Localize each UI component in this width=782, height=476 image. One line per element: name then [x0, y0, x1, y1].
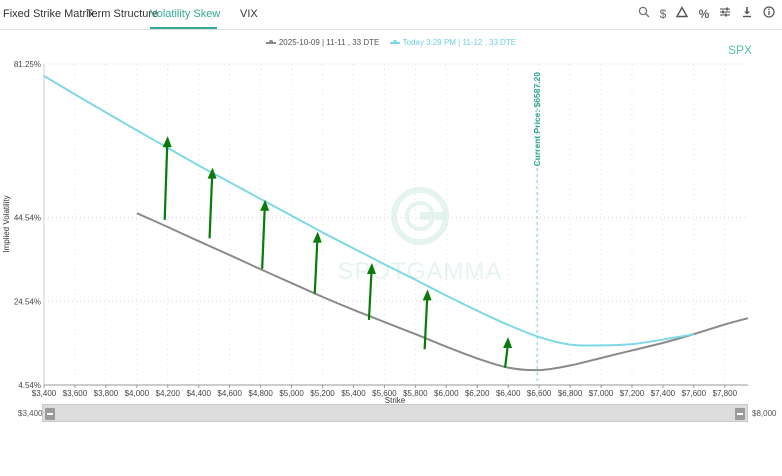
x-tick-label: $6,000 — [434, 389, 459, 398]
y-tick-label: 24.54% — [14, 297, 41, 306]
ticker-label: SPX — [727, 43, 752, 57]
x-tick-label: $4,800 — [248, 389, 273, 398]
x-tick-label: $7,200 — [620, 389, 645, 398]
x-tick-label: $7,400 — [651, 389, 676, 398]
y-axis-title: Implied Volatility — [2, 195, 11, 252]
tab-fixed-strike-matrix[interactable]: Fixed Strike Matrix — [3, 8, 95, 20]
tab-term-structure[interactable]: Term Structure — [86, 8, 159, 20]
legend-swatch-today — [389, 40, 400, 45]
search-icon[interactable] — [636, 6, 652, 22]
x-tick-label: $3,400 — [32, 389, 57, 398]
x-tick-label: $4,400 — [186, 389, 211, 398]
y-tick-label: 44.54% — [14, 214, 41, 223]
volatility-skew-chart: SPOTGAMMA 4.54% 24.54% 44.54% 81.25% $3,400 $… — [2, 60, 749, 404]
shift-arrow — [312, 231, 322, 294]
series-line-prior — [136, 212, 749, 372]
chart-legend: 2025-10-09 | 11-11 , 33 DTE Today 3:29 P… — [0, 38, 782, 47]
x-tick-label: $7,000 — [589, 389, 614, 398]
x-tick-label: $6,400 — [496, 389, 521, 398]
x-tick-label: $5,400 — [341, 389, 366, 398]
x-tick-label: $6,800 — [558, 389, 583, 398]
y-tick-label: 4.54% — [18, 381, 41, 390]
legend-item-today[interactable]: Today 3:29 PM | 11-12 , 33 DTE — [389, 38, 517, 47]
x-tick-label: $5,600 — [372, 389, 397, 398]
x-tick-label: $4,000 — [125, 389, 150, 398]
x-tick-label: $5,800 — [403, 389, 428, 398]
svg-text:SPOTGAMMA: SPOTGAMMA — [337, 258, 502, 285]
strike-range-slider[interactable] — [42, 404, 748, 422]
x-tick-label: $7,600 — [682, 389, 707, 398]
legend-label-today: Today 3:29 PM | 11-12 , 33 DTE — [402, 38, 517, 47]
range-max-label: $8,000 — [752, 409, 777, 418]
shift-arrow — [366, 262, 376, 320]
x-tick-label: $6,600 — [527, 389, 552, 398]
y-tick-label: 81.25% — [14, 60, 41, 69]
x-axis-title: Strike — [385, 396, 406, 404]
x-tick-label: $5,000 — [279, 389, 304, 398]
x-tick-label: $4,600 — [217, 389, 242, 398]
shift-arrow — [422, 289, 432, 350]
x-tick-label: $6,200 — [465, 389, 490, 398]
series-line-today — [43, 75, 695, 347]
percent-icon[interactable]: % — [698, 7, 710, 21]
download-icon[interactable] — [739, 6, 755, 22]
x-tick-label: $7,800 — [713, 389, 738, 398]
range-handle-left[interactable] — [45, 408, 55, 420]
current-price-label: Current Price: $6587.20 — [532, 72, 542, 167]
sliders-icon[interactable] — [717, 6, 733, 22]
x-tick-label: $3,800 — [94, 389, 119, 398]
shift-arrow — [503, 337, 513, 368]
legend-item-prior[interactable]: 2025-10-09 | 11-11 , 33 DTE — [265, 38, 380, 47]
legend-label-prior: 2025-10-09 | 11-11 , 33 DTE — [278, 38, 380, 47]
tab-bar: Fixed Strike Matrix Term Structure Volat… — [0, 0, 782, 30]
shift-arrow — [207, 167, 217, 239]
x-tick-label: $5,200 — [310, 389, 335, 398]
triangle-icon[interactable] — [674, 6, 690, 22]
shift-arrow — [162, 136, 172, 220]
tab-vix[interactable]: VIX — [240, 8, 258, 20]
x-tick-label: $4,200 — [156, 389, 181, 398]
range-handle-right[interactable] — [735, 408, 745, 420]
range-min-label: $3,400 — [18, 409, 43, 418]
shift-arrow — [260, 199, 270, 269]
dollar-icon[interactable]: $ — [659, 7, 667, 21]
x-tick-label: $3,600 — [63, 389, 88, 398]
legend-swatch-prior — [265, 40, 276, 45]
watermark-logo: SPOTGAMMA — [337, 187, 502, 285]
info-icon[interactable] — [761, 6, 777, 22]
tab-volatility-skew[interactable]: Volatility Skew — [150, 0, 220, 29]
